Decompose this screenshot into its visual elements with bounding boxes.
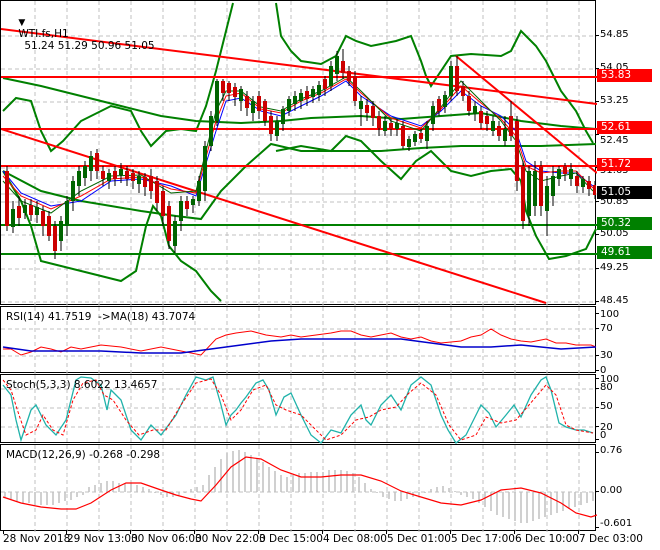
macd-canvas bbox=[1, 445, 597, 532]
macd-histogram bbox=[4, 450, 594, 523]
price-tick: 52.45 bbox=[600, 135, 629, 146]
level-label-50-32: 50.32 bbox=[597, 217, 652, 230]
level-label-53-83: 53.83 bbox=[597, 69, 652, 82]
macd-panel[interactable]: MACD(12,26,9) -0.268 -0.298 bbox=[0, 444, 597, 532]
rsi-axis: 100 70 30 0 bbox=[596, 306, 660, 376]
macd-tick: 0.76 bbox=[600, 445, 623, 456]
level-label-49-61: 49.61 bbox=[597, 246, 652, 259]
time-label: 30 Nov 06:00 bbox=[131, 533, 202, 545]
stoch-tick: 80 bbox=[600, 382, 613, 393]
rsi-tick: 0 bbox=[600, 365, 607, 376]
stochastic-canvas bbox=[1, 375, 597, 444]
price-tick: 53.25 bbox=[600, 95, 629, 106]
price-chart-canvas[interactable] bbox=[1, 1, 597, 306]
stochastic-panel[interactable]: Stoch(5,3,3) 8.6022 13.4657 bbox=[0, 374, 597, 444]
price-tick: 49.25 bbox=[600, 262, 629, 273]
time-label: 4 Dec 08:00 bbox=[323, 533, 387, 545]
stoch-tick: 20 bbox=[600, 422, 613, 433]
time-axis[interactable]: 28 Nov 2018 29 Nov 13:00 30 Nov 06:00 30… bbox=[0, 530, 643, 550]
stochastic-title: Stoch(5,3,3) 8.6022 13.4657 bbox=[6, 379, 158, 391]
rsi-tick: 70 bbox=[600, 323, 613, 334]
rsi-panel[interactable]: RSI(14) 41.7519 ->MA(18) 43.7074 bbox=[0, 306, 597, 374]
stoch-tick: 100 bbox=[600, 374, 620, 385]
time-label: 7 Dec 03:00 bbox=[579, 533, 643, 545]
rsi-canvas bbox=[1, 307, 597, 374]
stochastic-axis: 100 80 50 20 0 bbox=[596, 374, 660, 443]
time-label: 5 Dec 17:00 bbox=[451, 533, 515, 545]
symbol-timeframe-label: WTI.fs,H1 bbox=[18, 28, 69, 40]
chart-title: ▼ WTI.fs,H1 51.24 51.29 50.96 51.05 bbox=[5, 4, 155, 64]
stoch-tick: 0 bbox=[600, 430, 607, 441]
rsi-tick: 30 bbox=[600, 350, 613, 361]
macd-tick: 0.00 bbox=[600, 485, 623, 496]
rsi-tick: 100 bbox=[600, 309, 620, 320]
level-label-52-61: 52.61 bbox=[597, 121, 652, 134]
main-chart-panel[interactable]: ▼ WTI.fs,H1 51.24 51.29 50.96 51.05 bbox=[0, 0, 597, 306]
time-label: 6 Dec 10:00 bbox=[515, 533, 579, 545]
price-tick: 54.05 bbox=[600, 62, 629, 73]
collapse-triangle-icon[interactable]: ▼ bbox=[18, 18, 26, 28]
price-tick: 48.45 bbox=[600, 295, 629, 306]
macd-title: MACD(12,26,9) -0.268 -0.298 bbox=[6, 449, 161, 461]
rsi-title: RSI(14) 41.7519 ->MA(18) 43.7074 bbox=[6, 311, 196, 323]
price-tick: 54.85 bbox=[600, 29, 629, 40]
price-axis[interactable]: 54.85 54.05 53.25 52.45 51.65 50.85 50.0… bbox=[596, 0, 660, 306]
macd-axis: 0.76 0.00 -0.601 bbox=[596, 444, 660, 531]
price-tick: 50.85 bbox=[600, 196, 629, 207]
time-label: 30 Nov 22:00 bbox=[195, 533, 266, 545]
candlesticks bbox=[5, 49, 596, 259]
level-label-51-72: 51.72 bbox=[597, 158, 652, 171]
macd-tick: -0.601 bbox=[600, 518, 633, 529]
current-price-label: 51.05 bbox=[597, 186, 652, 199]
time-label: 29 Nov 13:00 bbox=[67, 533, 138, 545]
time-label: 28 Nov 2018 bbox=[3, 533, 71, 545]
price-tick: 50.05 bbox=[600, 228, 629, 239]
ohlc-values: 51.24 51.29 50.96 51.05 bbox=[24, 40, 155, 52]
stoch-tick: 50 bbox=[600, 401, 613, 412]
time-label: 5 Dec 01:00 bbox=[387, 533, 451, 545]
time-label: 3 Dec 15:00 bbox=[259, 533, 323, 545]
